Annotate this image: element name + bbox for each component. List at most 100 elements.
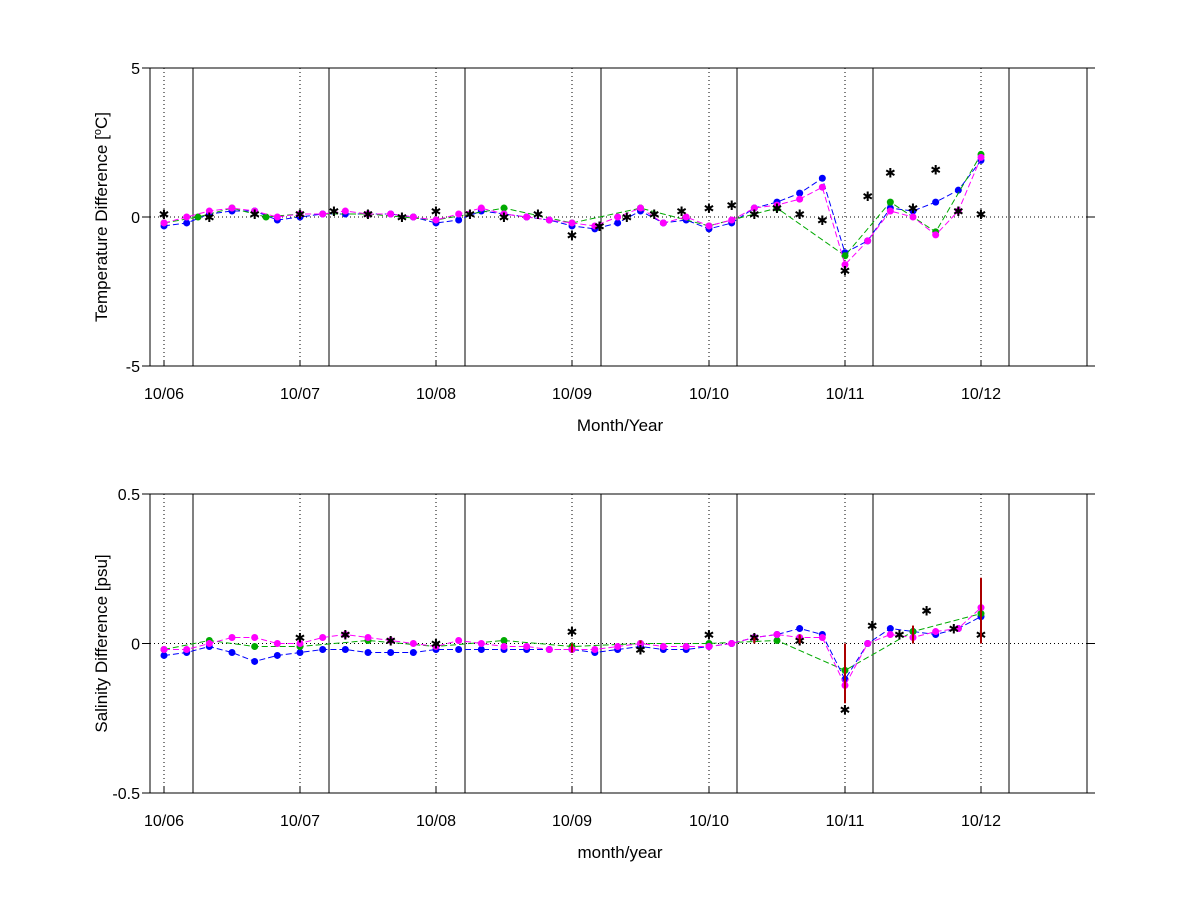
data-point (614, 219, 622, 227)
data-point (296, 648, 304, 656)
y-tick-label: 0.5 (118, 487, 140, 504)
data-point (841, 261, 849, 269)
x-tick-label: 10/10 (689, 813, 729, 830)
data-point (251, 642, 259, 650)
data-point (228, 634, 236, 642)
data-point-star: ✱ (817, 213, 828, 228)
x-tick-label: 10/07 (280, 386, 320, 403)
x-tick-label: 10/09 (552, 813, 592, 830)
data-point-star: ✱ (749, 207, 760, 222)
x-tick-label: 10/12 (961, 386, 1001, 403)
y-axis-title: Salinity Difference [psu] (92, 554, 111, 732)
data-point (614, 213, 622, 221)
data-point (796, 625, 804, 633)
data-point (364, 210, 372, 218)
data-point-star: ✱ (948, 622, 959, 637)
data-point-star: ✱ (159, 207, 170, 222)
data-point (728, 640, 736, 647)
data-point (886, 631, 894, 639)
data-point (251, 207, 259, 215)
data-point-star: ✱ (635, 642, 646, 657)
x-tick-label: 10/10 (689, 386, 729, 403)
data-point-star: ✱ (249, 207, 260, 222)
data-point-star: ✱ (567, 228, 578, 243)
data-point (228, 204, 236, 212)
data-point-star: ✱ (533, 207, 544, 222)
data-point (273, 640, 281, 647)
data-point (273, 651, 281, 659)
y-tick-label: -0.5 (112, 786, 140, 803)
data-point (909, 207, 917, 215)
data-point-star: ✱ (385, 634, 396, 649)
data-point (194, 213, 202, 221)
data-point (455, 637, 463, 645)
data-point-star: ✱ (930, 162, 941, 177)
data-point-star: ✱ (431, 637, 442, 652)
x-axis-title: Month/Year (577, 416, 664, 435)
data-point-star: ✱ (340, 628, 351, 643)
data-point (296, 640, 304, 647)
data-point (387, 648, 395, 656)
data-point (591, 645, 599, 653)
data-point (477, 204, 485, 212)
data-point (728, 216, 736, 224)
x-tick-label: 10/06 (144, 386, 184, 403)
data-point-star: ✱ (794, 207, 805, 222)
data-point (183, 219, 191, 227)
data-point-star: ✱ (726, 198, 737, 213)
data-point (818, 183, 826, 191)
data-point-star: ✱ (594, 219, 605, 234)
data-point (183, 645, 191, 653)
data-point (341, 631, 349, 639)
data-point (682, 642, 690, 650)
data-point-star: ✱ (397, 210, 408, 225)
data-point-star: ✱ (499, 210, 510, 225)
data-point (523, 213, 531, 221)
temperature-panel: -5 0 5 10/06 10/07 10/08 10/09 10/10 10/11 10/12 M… (92, 61, 1095, 435)
x-tick-label: 10/08 (416, 813, 456, 830)
data-point (773, 637, 781, 645)
data-point (432, 642, 440, 650)
data-point-star: ✱ (894, 628, 905, 643)
x-tick-label: 10/11 (826, 813, 865, 830)
data-point (500, 210, 508, 218)
data-point (591, 222, 599, 230)
data-point (500, 642, 508, 650)
data-point (262, 213, 270, 221)
data-point-star: ✱ (867, 619, 878, 634)
data-point-star: ✱ (908, 201, 919, 216)
data-point (341, 207, 349, 215)
data-point (319, 634, 327, 642)
x-axis-title: month/year (577, 843, 662, 862)
data-point-star: ✱ (329, 204, 340, 219)
data-point (909, 213, 917, 221)
data-point (251, 634, 259, 642)
data-point (545, 216, 553, 224)
data-point (659, 642, 667, 650)
data-point-star: ✱ (704, 201, 715, 216)
data-point (387, 637, 395, 645)
data-point (796, 195, 804, 203)
data-point (682, 213, 690, 221)
data-point-star: ✱ (295, 631, 306, 646)
data-point (886, 625, 894, 633)
x-tick-label: 10/07 (280, 813, 320, 830)
data-point (750, 204, 758, 212)
series-line (163, 154, 982, 257)
y-tick-label: 0 (131, 637, 140, 654)
data-point (319, 645, 327, 653)
data-point-star: ✱ (704, 628, 715, 643)
data-point (659, 219, 667, 227)
data-point (773, 631, 781, 639)
x-tick-label: 10/12 (961, 813, 1001, 830)
data-point-star: ✱ (862, 189, 873, 204)
data-point-star: ✱ (772, 201, 783, 216)
data-point-star: ✱ (885, 165, 896, 180)
salinity-panel: -0.5 0 0.5 10/06 10/07 10/08 10/09 10/10 10/11 10… (92, 487, 1095, 862)
data-point (183, 213, 191, 221)
data-point (954, 207, 962, 215)
data-point (455, 210, 463, 218)
y-axis-title: Temperature Difference [oC] (92, 112, 111, 322)
data-point (841, 252, 849, 260)
